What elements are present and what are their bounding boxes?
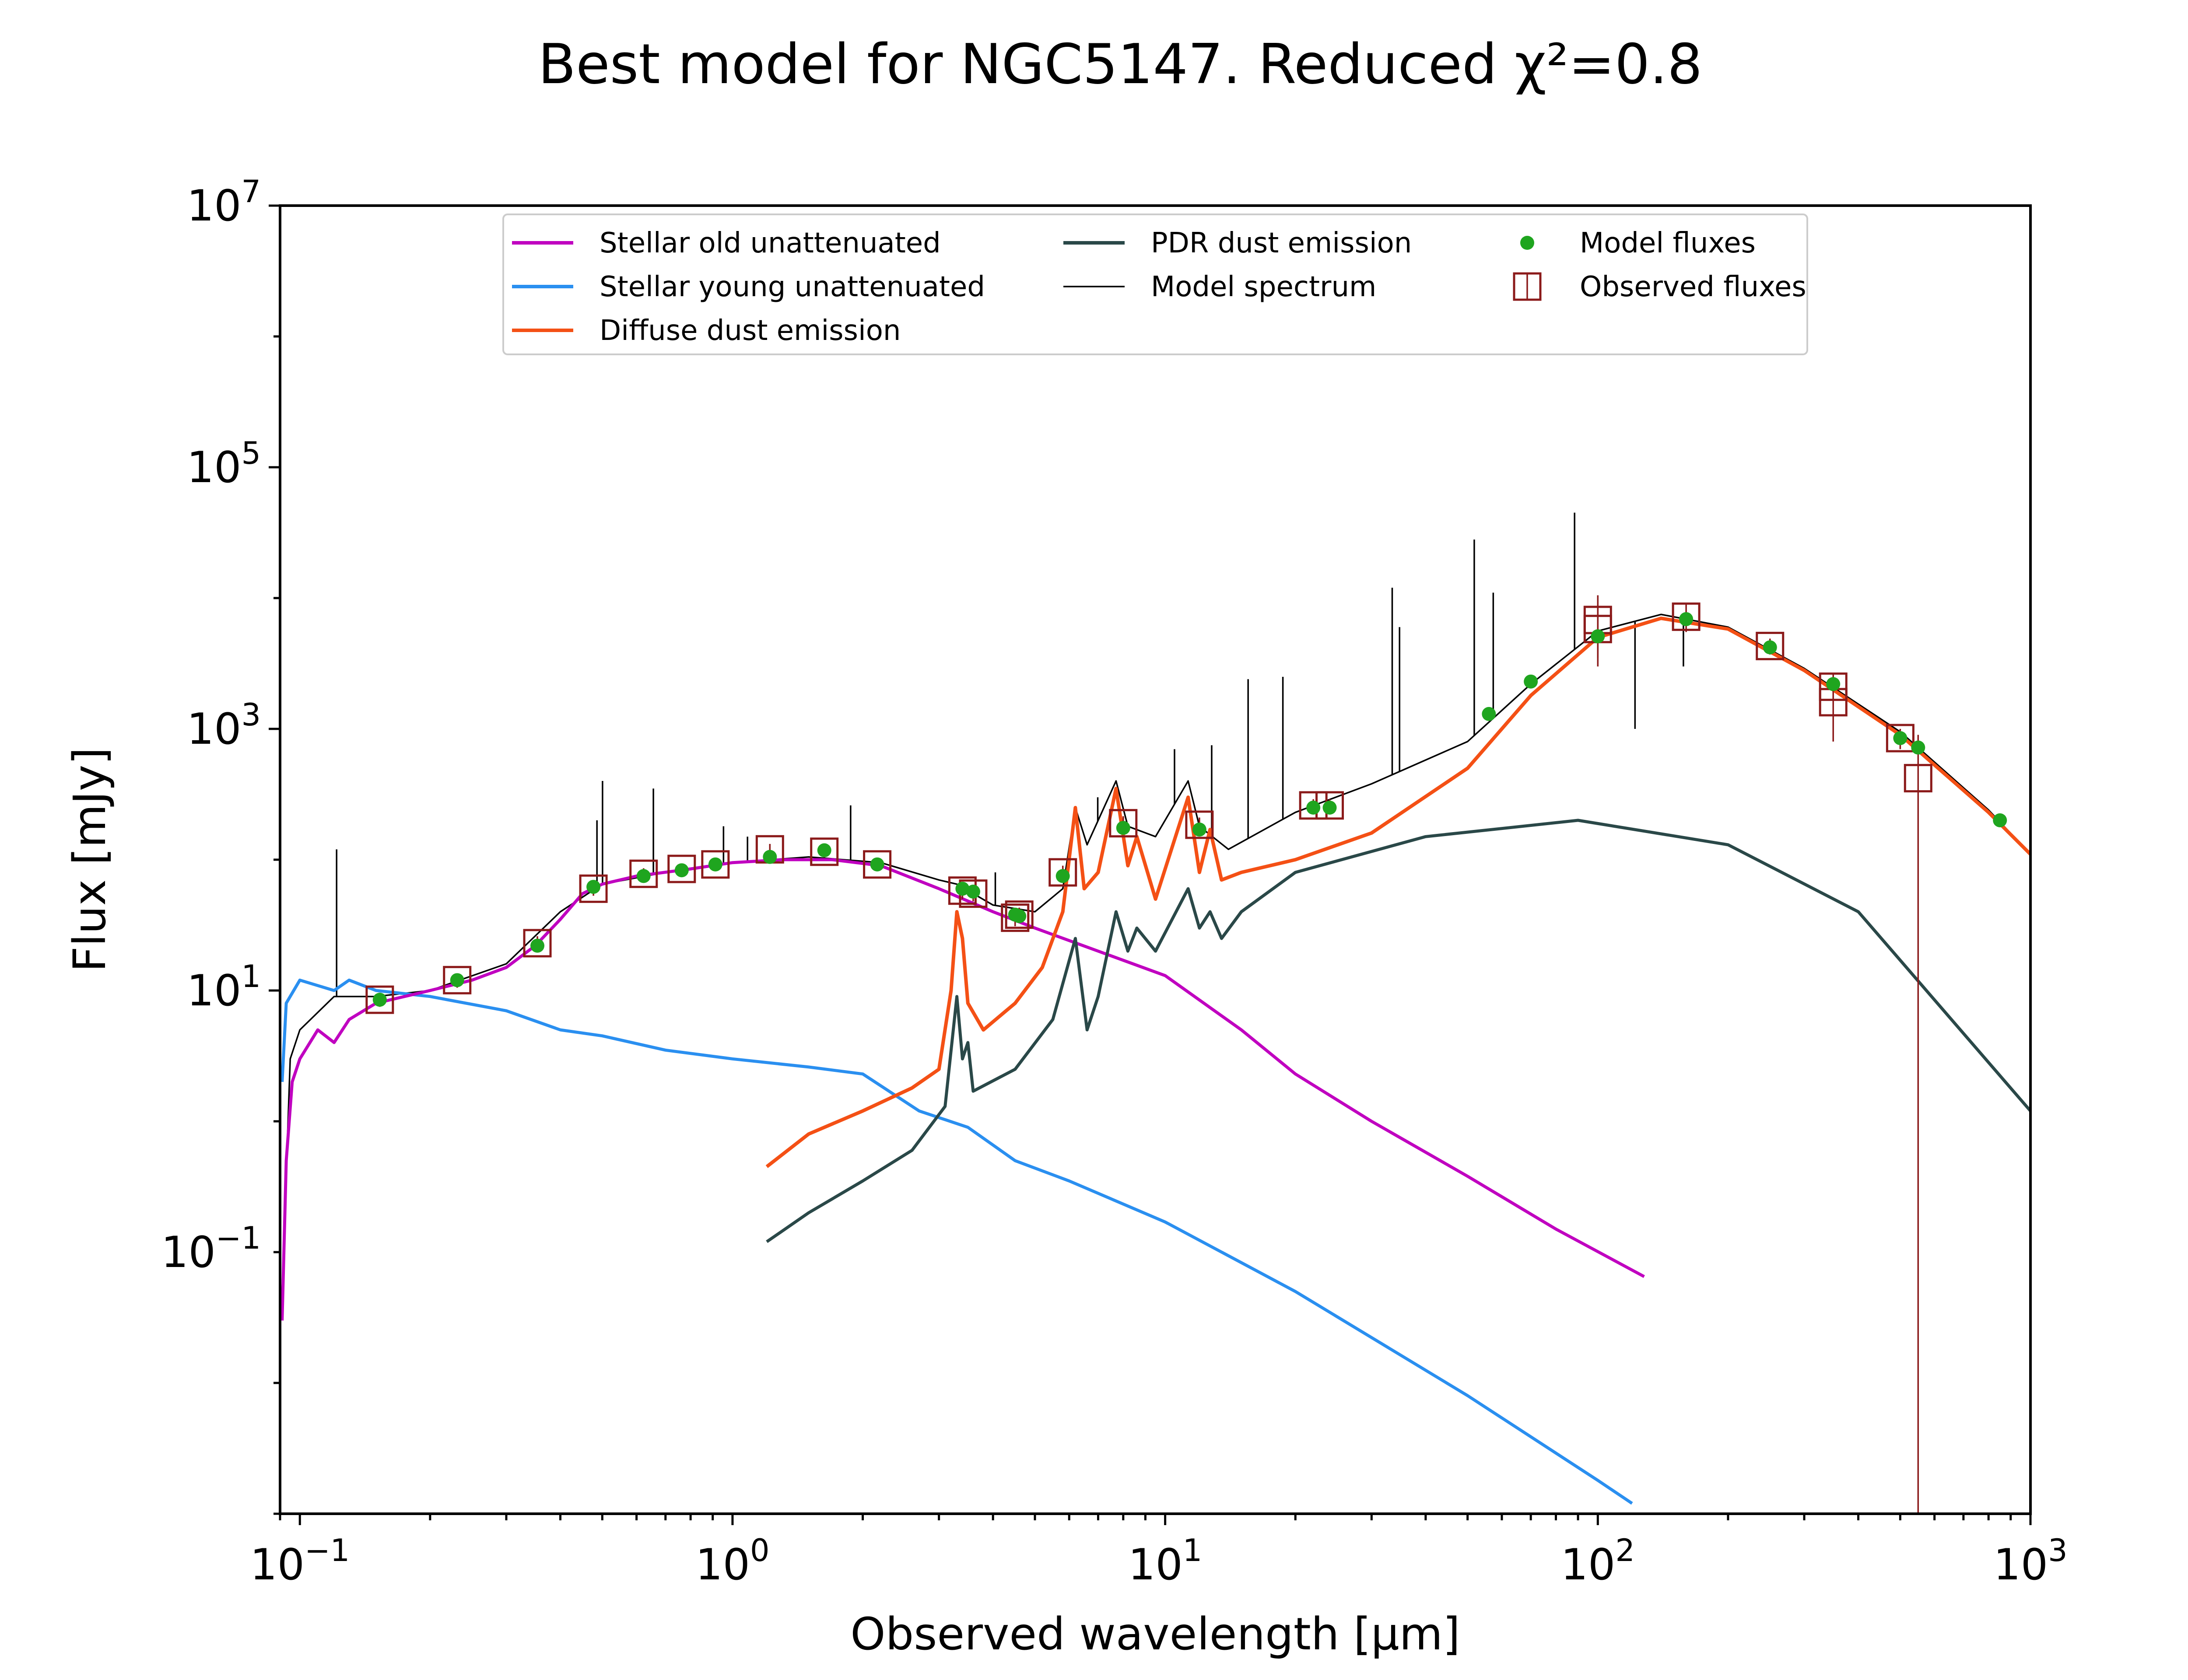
model-flux-point: [586, 880, 601, 894]
observed-flux-marker: [365, 985, 394, 1014]
model-flux-point: [708, 857, 722, 872]
model-flux-point: [1591, 629, 1605, 644]
model-flux-point: [1482, 707, 1496, 721]
observed-flux-marker: [1886, 724, 1914, 752]
ticks-layer: 10−1 100 101 102 103 10−1 101 103 105 107: [161, 174, 2068, 1590]
observed-flux-marker: [863, 850, 892, 879]
observed-flux-marker: [1001, 903, 1030, 932]
model-flux-point: [1012, 909, 1027, 924]
observed-flux-marker: [701, 850, 730, 879]
y-tick-label: 105: [187, 435, 261, 493]
legend-item-model-spectrum: Model spectrum: [1063, 271, 1376, 303]
model-flux-point: [450, 973, 464, 987]
x-tick-label: 101: [1128, 1533, 1202, 1590]
legend-label: PDR dust emission: [1151, 227, 1412, 259]
model-flux-point: [1116, 821, 1130, 835]
x-tick-label: 103: [1993, 1533, 2067, 1590]
model-flux-point: [1322, 801, 1337, 815]
legend-item-diffuse-dust-emission: Diffuse dust emission: [512, 315, 901, 347]
observed-flux-marker: [1904, 764, 1932, 793]
legend-item-pdr-dust-emission: PDR dust emission: [1063, 227, 1412, 259]
model-flux-point: [1993, 813, 2007, 827]
legend-box: [502, 214, 1808, 355]
x-tick-label: 100: [695, 1533, 769, 1590]
series-line-pdr-dust-emission: [766, 819, 2030, 1243]
legend-label: Model spectrum: [1151, 271, 1376, 303]
observed-flux-marker: [1672, 602, 1701, 631]
model-flux-point: [763, 850, 777, 864]
x-tick-label: 10−1: [250, 1533, 350, 1590]
series-line-diffuse-dust-emission: [765, 616, 2030, 1168]
legend-swatch: [1513, 272, 1542, 301]
model-flux-point: [1192, 822, 1206, 837]
observed-flux-marker: [523, 929, 552, 958]
model-flux-point: [870, 857, 884, 872]
series-line-stellar-old-unattenuated: [281, 858, 1645, 1321]
observed-flux-marker: [629, 859, 658, 888]
model-flux-point: [1893, 731, 1907, 746]
y-tick-label: 101: [187, 959, 261, 1016]
y-tick-label: 10−1: [161, 1220, 261, 1278]
model-flux-point: [1763, 640, 1777, 654]
y-tick-label: 107: [187, 174, 261, 231]
model-flux-point: [1306, 801, 1321, 815]
observed-flux-marker: [667, 854, 696, 883]
model-flux-point: [1524, 674, 1538, 689]
legend: Stellar old unattenuated Stellar young un…: [502, 214, 1808, 355]
observed-flux-marker: [1005, 900, 1034, 929]
legend-swatch: [1520, 236, 1534, 250]
legend-item-model-fluxes: Model fluxes: [1520, 227, 1756, 259]
legend-label: Observed fluxes: [1580, 271, 1806, 303]
observed-flux-marker: [443, 966, 472, 994]
legend-item-stellar-old-unattenuated: Stellar old unattenuated: [512, 227, 941, 259]
legend-label: Model fluxes: [1580, 227, 1756, 259]
legend-item-stellar-young-unattenuated: Stellar young unattenuated: [512, 271, 985, 303]
model-flux-point: [955, 882, 970, 896]
model-flux-point: [1679, 612, 1694, 626]
model-flux-point: [966, 884, 980, 899]
model-flux-point: [674, 863, 689, 878]
observed-flux-marker: [1185, 810, 1214, 839]
model-flux-point: [530, 938, 545, 953]
legend-label: Stellar young unattenuated: [600, 271, 985, 303]
observed-flux-marker: [579, 874, 608, 903]
observed-flux-marker: [810, 837, 839, 866]
model-flux-point: [1911, 740, 1925, 755]
observed-flux-marker: [1109, 809, 1138, 838]
model-flux-point: [1055, 869, 1070, 883]
x-axis-label: Observed wavelength [μm]: [850, 1608, 1460, 1660]
legend-item-observed-fluxes: Observed fluxes: [1513, 271, 1806, 303]
x-tick-label: 102: [1561, 1533, 1635, 1590]
model-flux-point: [636, 869, 651, 883]
model-flux-point: [372, 993, 387, 1007]
y-tick-label: 103: [187, 697, 261, 754]
observed-flux-marker: [1048, 858, 1077, 887]
y-axis-label: Flux [mJy]: [64, 747, 116, 972]
series-line-stellar-young-unattenuated: [281, 978, 1633, 1505]
legend-label: Stellar old unattenuated: [600, 227, 941, 259]
legend-label: Diffuse dust emission: [600, 315, 901, 347]
model-flux-point: [817, 843, 831, 858]
observed-flux-marker: [1756, 632, 1785, 661]
series-layer: [281, 512, 2030, 1514]
chart-title: Best model for NGC5147. Reduced χ²=0.8: [538, 32, 1703, 96]
model-flux-point: [1826, 677, 1841, 691]
